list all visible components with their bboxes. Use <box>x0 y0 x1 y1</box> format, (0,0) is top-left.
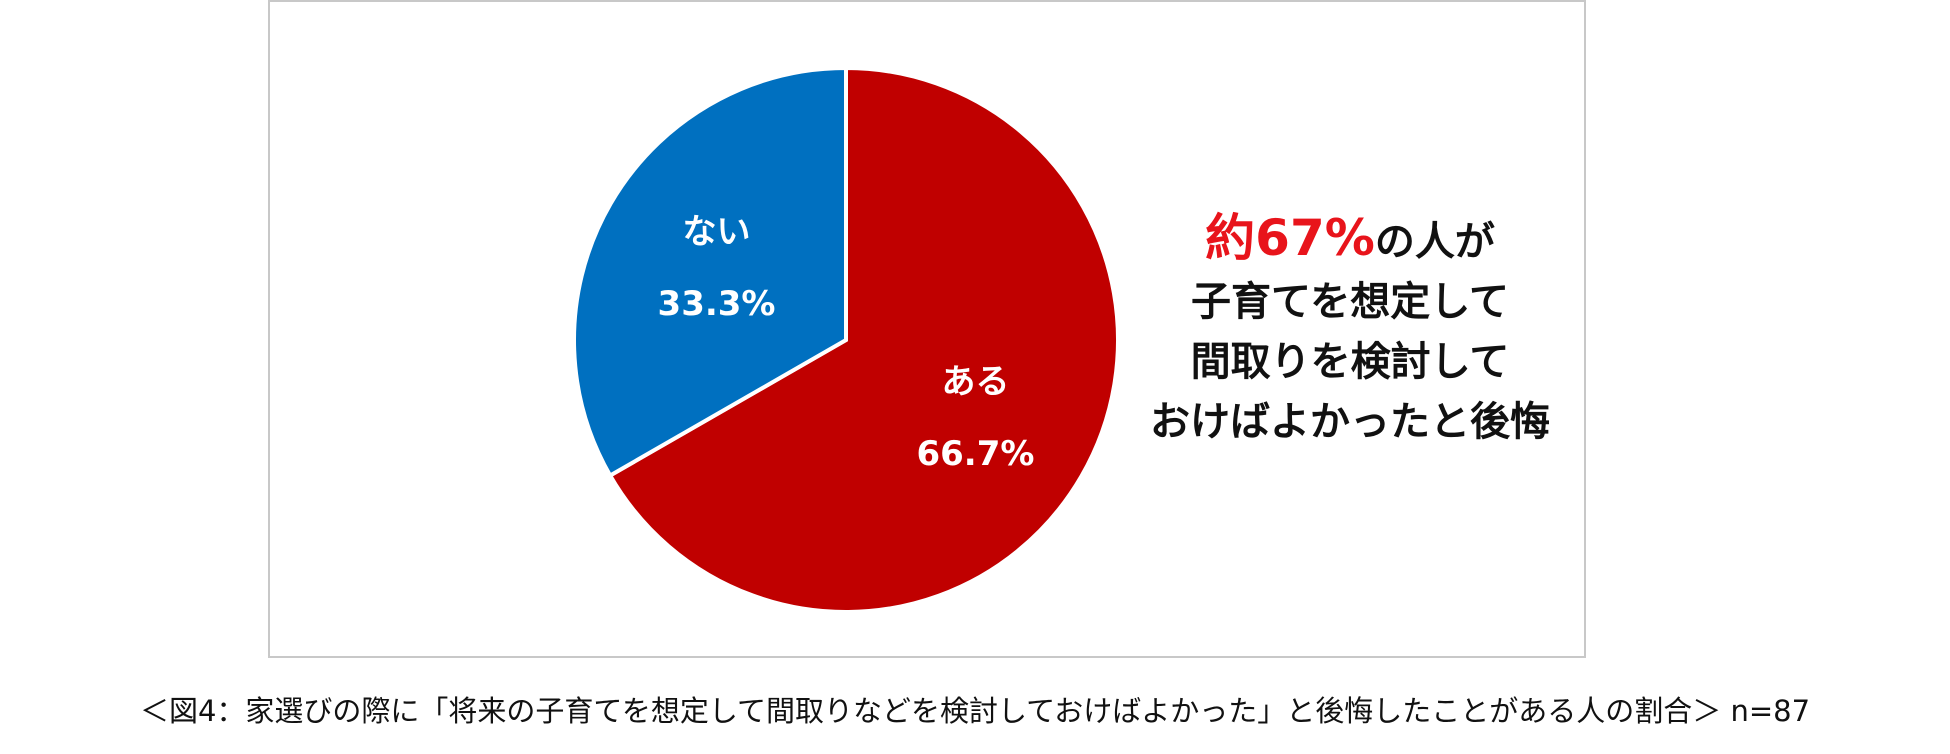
pie-value-label-2: 33.3% <box>658 284 776 324</box>
callout-text: 約67%の人が 子育てを想定して 間取りを検討して おけばよかったと後悔 <box>1090 208 1610 452</box>
pie-slice-1 <box>607 65 1120 614</box>
pie-category-label-2: ない <box>683 212 751 252</box>
callout-line-2: 子育てを想定して <box>1191 279 1509 325</box>
pie-slice-2 <box>572 65 848 479</box>
pie-slices <box>572 65 1120 614</box>
callout-highlight: 約67% <box>1205 209 1375 267</box>
pie-value-label-1: 66.7% <box>916 434 1034 474</box>
pie-category-label-1: ある <box>941 362 1009 402</box>
callout-line-4: おけばよかったと後悔 <box>1150 399 1550 445</box>
pie-labels: ある 66.7% ない 33.3% <box>658 212 1035 474</box>
figure-caption: ＜図4：家選びの際に「将来の子育てを想定して間取りなどを検討しておけばよかった」… <box>139 694 1811 728</box>
callout-line-3: 間取りを検討して <box>1190 339 1510 385</box>
callout-line-1-rest: の人が <box>1374 219 1495 265</box>
callout-line-1: 約67%の人が <box>1090 208 1610 272</box>
